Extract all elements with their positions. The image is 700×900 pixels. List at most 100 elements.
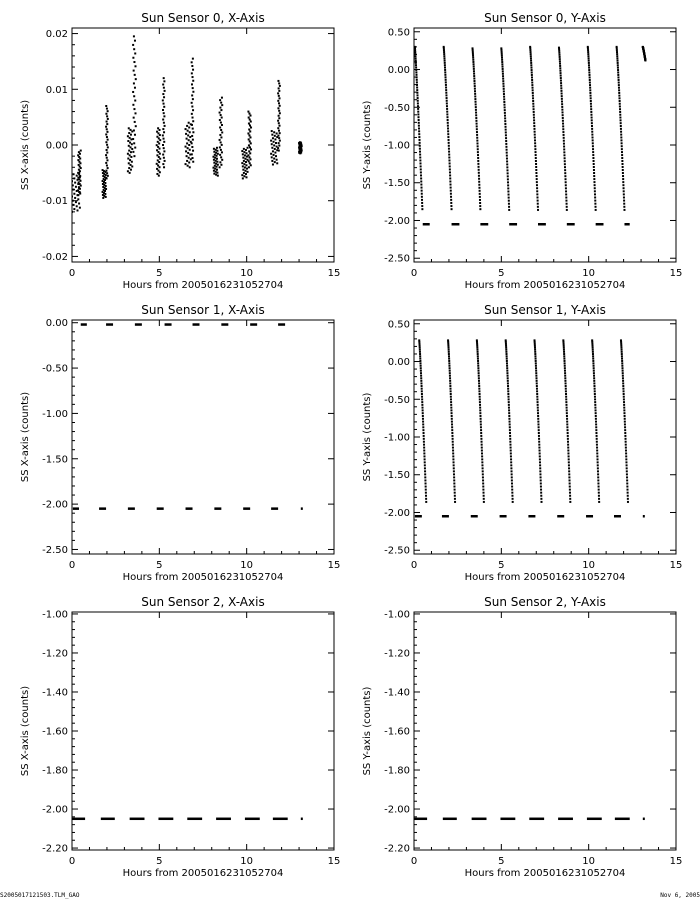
y-tick-label: 0.00	[46, 141, 68, 152]
chart-title: Sun Sensor 1, X-Axis	[141, 303, 264, 317]
x-tick-label: 5	[498, 856, 504, 867]
x-tick-label: 5	[498, 560, 504, 571]
y-tick-label: -0.50	[384, 395, 410, 406]
data-cluster	[77, 149, 82, 197]
y-tick-label: -2.00	[384, 216, 410, 227]
data-points	[414, 45, 647, 226]
y-tick-label: -1.00	[42, 409, 68, 420]
x-tick-label: 15	[328, 856, 341, 867]
sweep-trace	[591, 339, 601, 503]
y-tick-label: -2.00	[42, 500, 68, 511]
data-points	[414, 339, 645, 518]
data-cluster	[247, 110, 253, 169]
plot-frame	[71, 319, 335, 555]
x-axis-label: Hours from 2005016231052704	[465, 868, 626, 879]
y-tick-label: -2.00	[384, 805, 410, 816]
sweep-trace	[418, 339, 428, 503]
y-tick-label: -1.50	[384, 470, 410, 481]
chart-title: Sun Sensor 0, Y-Axis	[484, 11, 606, 25]
x-tick-label: 5	[156, 560, 162, 571]
y-tick-label: -2.20	[384, 844, 410, 855]
y-tick-label: -1.00	[42, 609, 68, 620]
y-tick-label: -1.00	[384, 433, 410, 444]
x-tick-label: 5	[498, 268, 504, 279]
y-tick-label: -1.00	[384, 609, 410, 620]
x-tick-label: 10	[582, 268, 595, 279]
y-axis-label: SS Y-axis (counts)	[362, 392, 373, 481]
chart-title: Sun Sensor 1, Y-Axis	[484, 303, 606, 317]
x-tick-label: 15	[328, 560, 341, 571]
x-tick-label: 10	[582, 560, 595, 571]
y-axis-label: SS Y-axis (counts)	[362, 100, 373, 189]
data-points	[72, 35, 303, 213]
data-cluster	[212, 146, 219, 177]
x-tick-label: 0	[69, 268, 75, 279]
data-cluster	[155, 127, 162, 177]
chart-title: Sun Sensor 2, X-Axis	[141, 595, 264, 609]
x-tick-label: 0	[69, 560, 75, 571]
y-tick-label: -0.50	[42, 364, 68, 375]
data-cluster	[298, 141, 303, 155]
y-tick-label: -1.40	[384, 687, 410, 698]
y-tick-label: 0.00	[46, 318, 68, 329]
data-points	[72, 323, 303, 510]
y-tick-label: -1.80	[384, 766, 410, 777]
y-tick-label: -2.50	[384, 546, 410, 557]
y-tick-label: 0.00	[388, 357, 410, 368]
y-tick-label: 0.00	[388, 65, 410, 76]
y-tick-label: 0.50	[388, 27, 410, 38]
footer-filename: S2005017121503.TLM_GAO	[0, 892, 80, 899]
y-tick-label: -2.50	[384, 254, 410, 265]
chart-panel-2: Sun Sensor 0, Y-Axis 0 5 10 15 -2.50 -2.00 -1.5…	[362, 11, 682, 291]
plot-frame	[413, 319, 677, 555]
data-cluster	[190, 57, 195, 163]
x-tick-label: 0	[411, 856, 417, 867]
y-tick-label: -2.50	[42, 545, 68, 556]
y-tick-label: -0.50	[384, 103, 410, 114]
sweep-trace	[557, 46, 568, 211]
data-cluster	[161, 77, 166, 169]
x-tick-label: 5	[156, 268, 162, 279]
y-tick-label: -1.20	[384, 648, 410, 659]
chart-title: Sun Sensor 2, Y-Axis	[484, 595, 606, 609]
x-axis-label: Hours from 2005016231052704	[123, 280, 284, 291]
sweep-trace	[475, 339, 485, 503]
chart-panel-3: Sun Sensor 1, X-Axis 0 5 10 15 -2.50 -2.00 -1.5…	[20, 303, 340, 583]
data-cluster	[126, 127, 134, 174]
data-cluster	[270, 130, 279, 166]
chart-panel-5: Sun Sensor 2, X-Axis 0 5 10 15 -2.20 -2.00 -1.8…	[20, 595, 340, 879]
x-tick-label: 0	[411, 560, 417, 571]
sweep-trace	[615, 45, 626, 211]
y-tick-label: -1.80	[42, 766, 68, 777]
y-tick-label: 0.01	[46, 85, 68, 96]
x-tick-label: 10	[240, 856, 253, 867]
x-tick-label: 10	[240, 268, 253, 279]
sweep-trace	[562, 339, 572, 503]
plot-frame	[413, 611, 677, 851]
x-tick-label: 0	[69, 856, 75, 867]
chart-panel-4: Sun Sensor 1, Y-Axis 0 5 10 15 -2.50 -2.00 -1.5…	[362, 303, 682, 583]
y-tick-label: -0.02	[42, 252, 68, 263]
x-tick-label: 15	[328, 268, 341, 279]
sweep-trace	[504, 339, 514, 503]
y-tick-label: -2.20	[42, 844, 68, 855]
data-cluster	[184, 121, 192, 169]
x-axis-label: Hours from 2005016231052704	[465, 280, 626, 291]
y-tick-label: -0.01	[42, 196, 68, 207]
x-tick-label: 15	[670, 560, 683, 571]
chart-title: Sun Sensor 0, X-Axis	[141, 11, 264, 25]
x-axis-label: Hours from 2005016231052704	[123, 868, 284, 879]
y-tick-label: -1.00	[384, 141, 410, 152]
sweep-trace	[442, 45, 453, 211]
chart-panel-1: Sun Sensor 0, X-Axis 0 5 10 15 -0.02 -0.01 0.00…	[20, 11, 340, 291]
y-axis-label: SS X-axis (counts)	[20, 686, 31, 776]
x-tick-label: 15	[670, 856, 683, 867]
x-tick-label: 10	[240, 560, 253, 571]
y-axis-label: SS Y-axis (counts)	[362, 686, 373, 775]
plot-frame	[71, 611, 335, 851]
plot-frame	[71, 27, 335, 263]
data-cluster	[218, 96, 224, 169]
chart-panel-6: Sun Sensor 2, Y-Axis 0 5 10 15 -2.20 -2.00 -1.8…	[362, 595, 682, 879]
